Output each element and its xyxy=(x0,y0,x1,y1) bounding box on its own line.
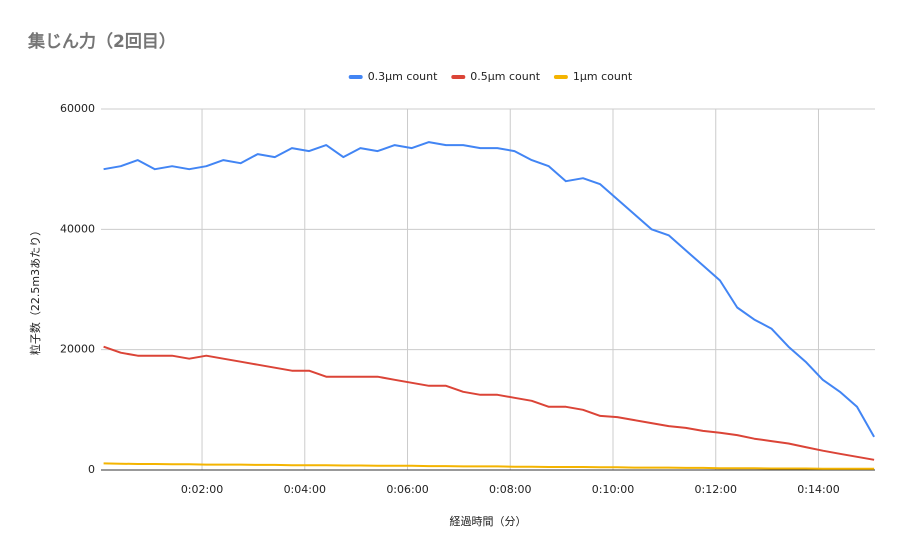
legend-label: 0.5μm count xyxy=(470,70,540,83)
chart-title: 集じん力（2回目） xyxy=(27,31,176,52)
x-tick-label: 0:04:00 xyxy=(284,483,326,496)
x-axis-label: 経過時間（分） xyxy=(450,515,527,528)
x-tick-label: 0:06:00 xyxy=(386,483,428,496)
x-tick-label: 0:08:00 xyxy=(489,483,531,496)
legend-label: 1μm count xyxy=(573,70,633,83)
series-line xyxy=(103,462,875,470)
x-tick-label: 0:10:00 xyxy=(592,483,634,496)
y-axis-label: 粒子数（22.5m3あたり） xyxy=(28,225,42,355)
y-tick-label: 20000 xyxy=(60,343,95,356)
y-tick-label: 0 xyxy=(88,463,95,476)
y-tick-label: 40000 xyxy=(60,222,95,235)
legend-label: 0.3μm count xyxy=(368,70,438,83)
x-tick-label: 0:12:00 xyxy=(695,483,737,496)
y-tick-label: 60000 xyxy=(60,102,95,115)
x-tick-label: 0:02:00 xyxy=(181,483,223,496)
series-line xyxy=(103,141,875,438)
legend: 0.3μm count 0.5μm count 1μm count xyxy=(348,70,633,83)
x-tick-label: 0:14:00 xyxy=(797,483,839,496)
series-line xyxy=(103,345,875,461)
